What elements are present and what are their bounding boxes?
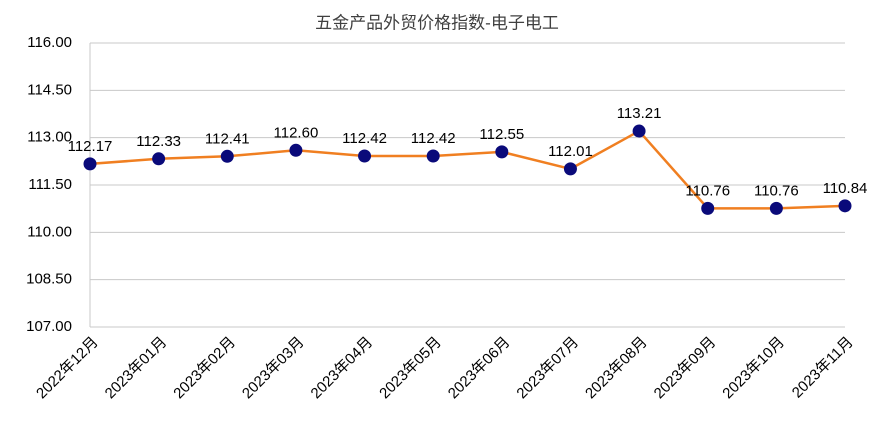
data-label: 110.76 [685, 182, 730, 199]
x-tick-label: 2023年04月 [308, 334, 377, 403]
x-tick-label: 2023年09月 [651, 334, 720, 403]
data-point [838, 199, 852, 213]
x-tick-label: 2022年12月 [33, 334, 102, 403]
x-tick-label: 2023年06月 [445, 334, 514, 403]
data-label: 112.17 [68, 138, 113, 155]
y-tick-label: 111.50 [28, 176, 72, 193]
data-point [701, 201, 715, 215]
data-point [426, 149, 440, 163]
y-tick-label: 107.00 [26, 318, 72, 335]
data-point [632, 124, 646, 138]
x-tick-label: 2023年02月 [170, 334, 239, 403]
x-tick-label: 2023年11月 [789, 334, 857, 402]
data-label: 112.01 [548, 143, 593, 160]
data-point [289, 143, 303, 157]
data-label: 112.55 [479, 126, 524, 143]
data-point [563, 162, 577, 176]
y-tick-label: 110.00 [27, 223, 72, 240]
y-tick-label: 114.50 [27, 81, 72, 98]
x-tick-label: 2023年01月 [102, 334, 171, 403]
data-label: 112.41 [205, 130, 250, 147]
data-point [769, 201, 783, 215]
data-point [152, 152, 166, 166]
x-tick-label: 2023年08月 [582, 334, 651, 403]
data-label: 110.76 [754, 182, 799, 199]
data-label: 112.42 [342, 130, 387, 147]
chart-title: 五金产品外贸价格指数-电子电工 [315, 13, 559, 32]
data-label: 112.33 [136, 133, 181, 150]
x-tick-label: 2023年03月 [239, 334, 308, 403]
x-tick-label: 2023年05月 [376, 334, 445, 403]
data-point [83, 157, 97, 171]
series-line [89, 129, 846, 210]
data-point [220, 149, 234, 163]
data-label: 113.21 [617, 105, 662, 122]
data-point [358, 149, 372, 163]
data-label: 110.84 [823, 180, 868, 197]
data-point [495, 145, 509, 159]
x-tick-label: 2023年10月 [719, 334, 788, 403]
data-label: 112.60 [274, 124, 319, 141]
y-tick-label: 108.50 [26, 271, 72, 288]
data-label: 112.42 [411, 130, 456, 147]
y-tick-label: 116.00 [27, 34, 72, 51]
y-tick-label: 113.00 [27, 129, 72, 146]
x-tick-label: 2023年07月 [513, 334, 582, 403]
